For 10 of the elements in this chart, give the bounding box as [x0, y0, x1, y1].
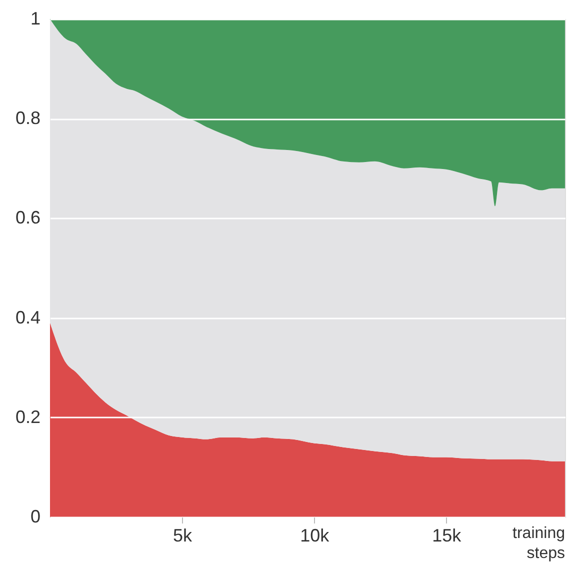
x-tick-label: 15k — [432, 526, 462, 546]
y-tick-label: 0.8 — [15, 108, 40, 128]
y-tick-label: 0.2 — [15, 406, 40, 427]
y-tick-label: 1 — [30, 8, 40, 28]
x-axis-title: training steps — [512, 525, 565, 562]
y-tick-label: 0.6 — [15, 208, 40, 228]
y-tick-label: 0.4 — [15, 307, 40, 328]
x-tick-label: 10k — [300, 526, 330, 546]
y-tick-label: 0 — [30, 506, 40, 526]
x-tick-label: 5k — [173, 526, 194, 546]
